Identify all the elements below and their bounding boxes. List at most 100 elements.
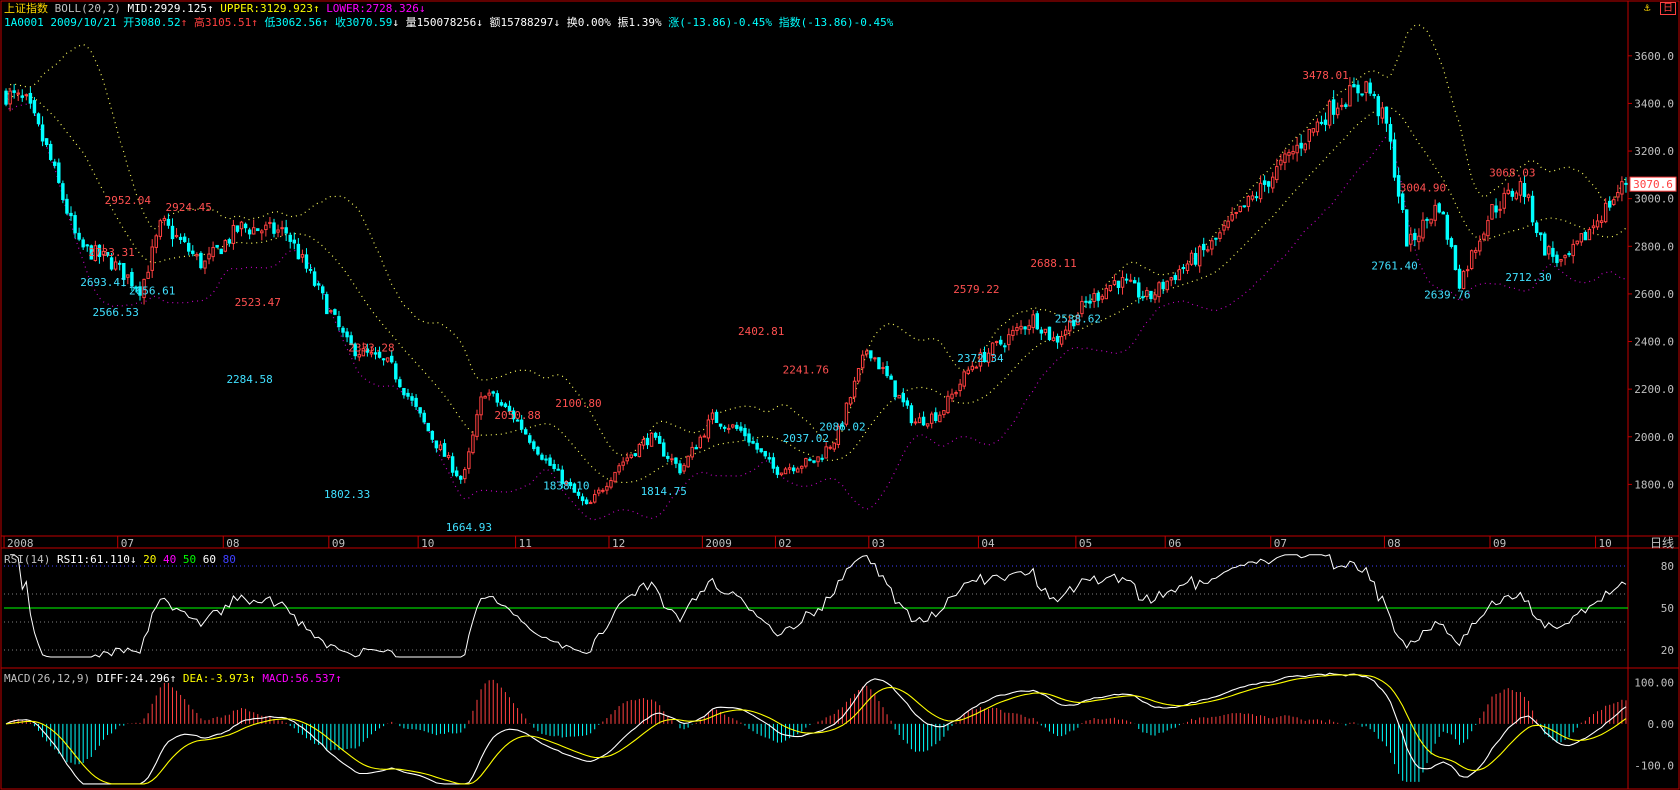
- candle-body: [597, 489, 601, 494]
- candle-body: [1153, 294, 1157, 300]
- candle-body: [1185, 263, 1190, 271]
- candle-body: [1287, 151, 1291, 156]
- candle-body: [312, 271, 317, 286]
- candle-body: [1149, 290, 1153, 300]
- candle-body: [1003, 345, 1007, 348]
- candle-body: [1023, 326, 1027, 330]
- candle-body: [187, 242, 191, 252]
- candle-body: [1449, 238, 1454, 247]
- low-price-label: 1802.33: [324, 488, 370, 501]
- candle-body: [556, 468, 560, 471]
- candle-body: [1124, 278, 1129, 281]
- candle-body: [325, 294, 329, 315]
- candle-body: [694, 447, 698, 450]
- candle-body: [215, 244, 219, 248]
- candle-body: [1051, 337, 1056, 342]
- diff-line: [5, 672, 1627, 785]
- candle-body: [1547, 246, 1551, 255]
- candle-body: [958, 383, 962, 392]
- candle-body: [966, 369, 970, 374]
- high-price-label: 2579.22: [953, 283, 999, 296]
- candle-body: [812, 460, 816, 463]
- candle-body: [1551, 247, 1555, 257]
- candle-body: [1275, 166, 1279, 181]
- candle-body: [735, 424, 739, 429]
- candle-body: [783, 468, 788, 475]
- rsi-line: [10, 554, 1627, 658]
- candle-body: [629, 454, 633, 458]
- amount-value: 额15788297: [489, 16, 554, 29]
- candle-body: [81, 239, 85, 248]
- boll-mid-line: [5, 94, 1627, 484]
- y-tick-label: 2400.0: [1634, 336, 1674, 349]
- low-price-label: 2086.02: [819, 420, 865, 433]
- low-price-label: 2639.76: [1424, 289, 1470, 302]
- candle-body: [28, 92, 33, 104]
- low-price-label: 2284.58: [226, 373, 272, 386]
- candle-body: [1165, 280, 1169, 291]
- candle-body: [231, 224, 236, 245]
- candle-body: [1011, 329, 1015, 336]
- candle-body: [925, 423, 930, 427]
- candle-body: [1571, 243, 1575, 257]
- candle-body: [345, 331, 349, 338]
- low-price-label: 2372.34: [957, 352, 1004, 365]
- x-tick-label: 2008: [7, 537, 34, 550]
- candle-body: [158, 220, 163, 237]
- candle-body: [69, 212, 73, 217]
- candle-body: [113, 261, 118, 270]
- candle-body: [1490, 203, 1494, 220]
- low-price-label: 2037.02: [783, 432, 829, 445]
- candle-body: [588, 502, 593, 505]
- candle-body: [519, 419, 524, 430]
- candle-body: [1210, 240, 1214, 250]
- candle-body: [174, 234, 179, 238]
- candle-body: [454, 470, 459, 477]
- candle-body: [1100, 295, 1104, 300]
- candle-body: [1405, 209, 1409, 247]
- candle-body: [1441, 211, 1445, 215]
- candle-body: [641, 439, 646, 446]
- candle-body: [1039, 329, 1044, 334]
- candle-body: [934, 412, 938, 421]
- candle-body: [759, 448, 763, 453]
- macd-value: MACD:56.537: [262, 672, 336, 685]
- rsi-level-60: 60: [202, 553, 216, 566]
- rsi-level-80: 80: [222, 553, 236, 566]
- candle-body: [860, 354, 865, 369]
- y-tick-label: 2600.0: [1634, 288, 1674, 301]
- candle-body: [491, 391, 495, 394]
- candle-body: [61, 183, 65, 201]
- candle-body: [1181, 266, 1186, 269]
- x-tick-label: 10: [421, 537, 434, 550]
- candle-body: [341, 327, 345, 333]
- high-price-label: 2241.76: [783, 363, 829, 376]
- x-tick-label: 05: [1079, 537, 1092, 550]
- window-icon[interactable]: 日: [1660, 2, 1676, 15]
- candle-body: [800, 465, 804, 469]
- candle-body: [85, 244, 89, 247]
- candle-body: [247, 229, 252, 235]
- boll-upper-value: UPPER:3129.923: [220, 2, 313, 15]
- candle-body: [1145, 289, 1149, 297]
- candle-body: [1514, 192, 1519, 200]
- candle-body: [1226, 220, 1230, 228]
- candle-body: [666, 455, 670, 459]
- candle-body: [1608, 200, 1612, 208]
- candle-body: [657, 435, 662, 444]
- candle-body: [446, 455, 451, 458]
- candle-body: [308, 268, 313, 271]
- candle-body: [475, 414, 479, 437]
- y-tick-label: 3000.0: [1634, 193, 1674, 206]
- anchor-icon[interactable]: ⚓: [1643, 1, 1651, 14]
- candle-body: [1534, 222, 1539, 234]
- candle-body: [731, 424, 735, 428]
- candle-body: [1612, 199, 1616, 205]
- candle-body: [499, 402, 504, 406]
- candle-body: [146, 271, 150, 279]
- candle-body: [909, 405, 914, 424]
- low-price-label: 2712.30: [1505, 271, 1551, 284]
- candle-body: [1055, 335, 1060, 343]
- candle-body: [154, 235, 158, 248]
